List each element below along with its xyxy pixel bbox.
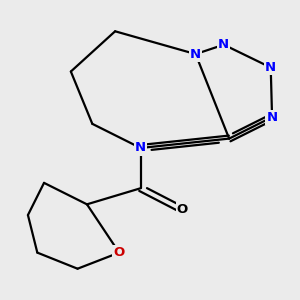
Text: O: O — [177, 203, 188, 216]
Text: N: N — [265, 61, 276, 74]
Text: O: O — [113, 246, 125, 259]
Text: N: N — [135, 142, 146, 154]
Text: N: N — [190, 48, 201, 61]
Text: N: N — [218, 38, 229, 51]
Text: N: N — [266, 111, 278, 124]
